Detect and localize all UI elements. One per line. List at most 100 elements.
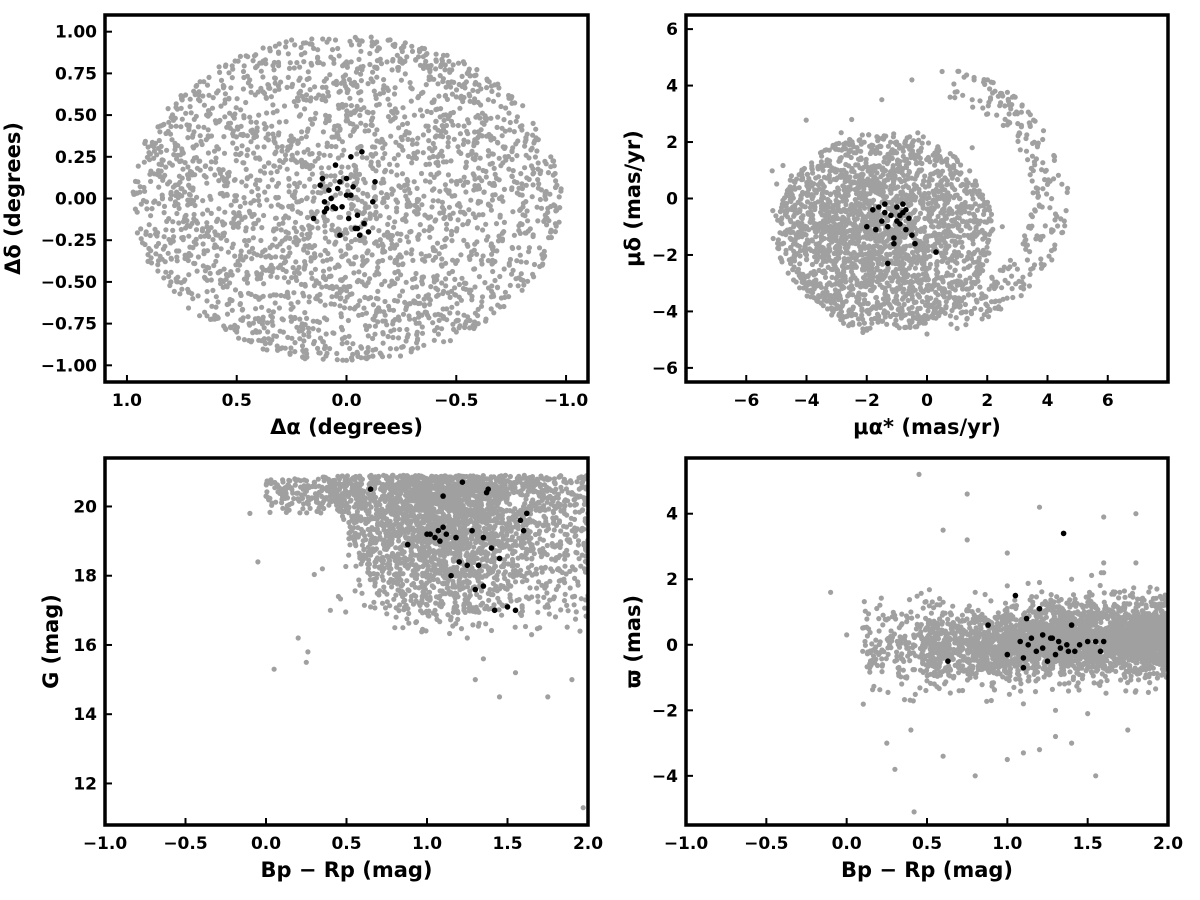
field-star-point xyxy=(389,278,395,284)
field-star-point xyxy=(317,291,323,298)
field-star-point xyxy=(446,270,452,276)
field-star-point xyxy=(939,168,946,174)
field-star-point xyxy=(443,235,449,241)
field-star-point xyxy=(288,318,294,324)
field-star-point xyxy=(156,145,162,151)
field-star-point xyxy=(820,250,826,256)
field-star-point xyxy=(497,212,503,218)
field-star-point xyxy=(534,148,540,154)
field-star-point xyxy=(170,219,176,225)
field-star-point xyxy=(428,109,434,116)
field-star-point xyxy=(831,176,837,182)
field-star-point xyxy=(381,83,387,89)
field-star-point xyxy=(218,103,224,109)
field-star-point xyxy=(448,178,454,184)
member-star-point xyxy=(348,154,354,160)
field-star-point xyxy=(915,258,922,264)
field-star-point xyxy=(145,144,151,150)
field-star-point xyxy=(148,213,154,219)
field-star-point xyxy=(456,149,462,155)
field-star-point xyxy=(874,243,880,249)
field-star-point xyxy=(259,321,265,327)
field-star-point xyxy=(299,135,305,141)
field-star-point xyxy=(337,126,343,132)
field-star-point xyxy=(769,168,775,174)
field-star-point xyxy=(460,182,466,188)
field-star-point xyxy=(307,98,313,104)
field-star-point xyxy=(255,315,261,321)
field-star-point xyxy=(413,320,419,326)
field-star-point xyxy=(244,242,250,248)
field-star-point xyxy=(148,255,154,261)
field-star-point xyxy=(384,229,391,235)
field-star-point xyxy=(213,159,219,165)
field-star-point xyxy=(415,310,421,316)
field-star-point xyxy=(389,67,395,73)
field-star-point xyxy=(191,155,197,161)
field-star-point xyxy=(925,275,931,281)
field-star-point xyxy=(299,321,305,327)
field-star-point xyxy=(317,335,324,341)
field-star-point xyxy=(293,274,299,280)
field-star-point xyxy=(973,225,979,232)
field-star-point xyxy=(400,121,406,128)
field-star-point xyxy=(810,290,816,296)
field-star-point xyxy=(354,37,361,43)
field-star-point xyxy=(450,109,456,116)
field-star-point xyxy=(441,215,447,222)
field-star-point xyxy=(297,75,303,81)
field-star-point xyxy=(371,183,377,189)
field-star-point xyxy=(248,128,254,134)
field-star-point xyxy=(261,212,267,219)
field-star-point xyxy=(362,205,368,211)
field-star-point xyxy=(373,151,379,157)
field-star-point xyxy=(419,202,425,208)
field-star-point xyxy=(260,89,266,95)
field-star-point xyxy=(890,163,896,169)
field-star-point xyxy=(259,225,265,231)
field-star-point xyxy=(345,317,351,324)
field-star-point xyxy=(406,130,412,136)
field-star-point xyxy=(320,356,326,362)
field-star-point xyxy=(482,113,488,119)
field-star-point xyxy=(227,120,234,126)
field-star-point xyxy=(233,197,239,204)
field-star-point xyxy=(474,67,480,73)
field-star-point xyxy=(382,249,388,255)
field-star-point xyxy=(356,269,362,275)
field-star-point xyxy=(199,141,205,148)
field-star-point xyxy=(302,310,308,316)
field-star-point xyxy=(226,70,232,76)
field-star-point xyxy=(516,245,522,251)
field-star-point xyxy=(417,222,423,228)
field-star-point xyxy=(448,158,454,164)
field-star-point xyxy=(828,300,834,306)
field-star-point xyxy=(178,280,184,286)
field-star-point xyxy=(332,241,338,247)
field-star-point xyxy=(289,335,295,341)
field-star-point xyxy=(205,127,211,133)
field-star-point xyxy=(151,199,157,205)
field-star-point xyxy=(427,297,433,303)
field-star-point xyxy=(159,192,165,198)
field-star-point xyxy=(373,216,380,222)
field-star-point xyxy=(384,322,390,328)
field-star-point xyxy=(424,108,430,114)
field-star-point xyxy=(948,209,954,215)
field-star-point xyxy=(821,174,827,180)
field-star-point xyxy=(356,171,363,177)
field-star-point xyxy=(895,235,901,242)
field-star-point xyxy=(206,233,212,240)
field-star-point xyxy=(452,276,458,282)
field-star-point xyxy=(368,34,374,40)
field-star-point xyxy=(364,155,370,161)
field-star-point xyxy=(787,226,793,232)
field-star-point xyxy=(493,221,500,227)
field-star-point xyxy=(394,162,400,168)
field-star-point xyxy=(942,197,948,203)
field-star-point xyxy=(407,80,413,86)
field-star-point xyxy=(283,39,289,45)
field-star-point xyxy=(421,342,427,348)
field-star-point xyxy=(922,215,928,222)
field-star-point xyxy=(232,287,239,293)
